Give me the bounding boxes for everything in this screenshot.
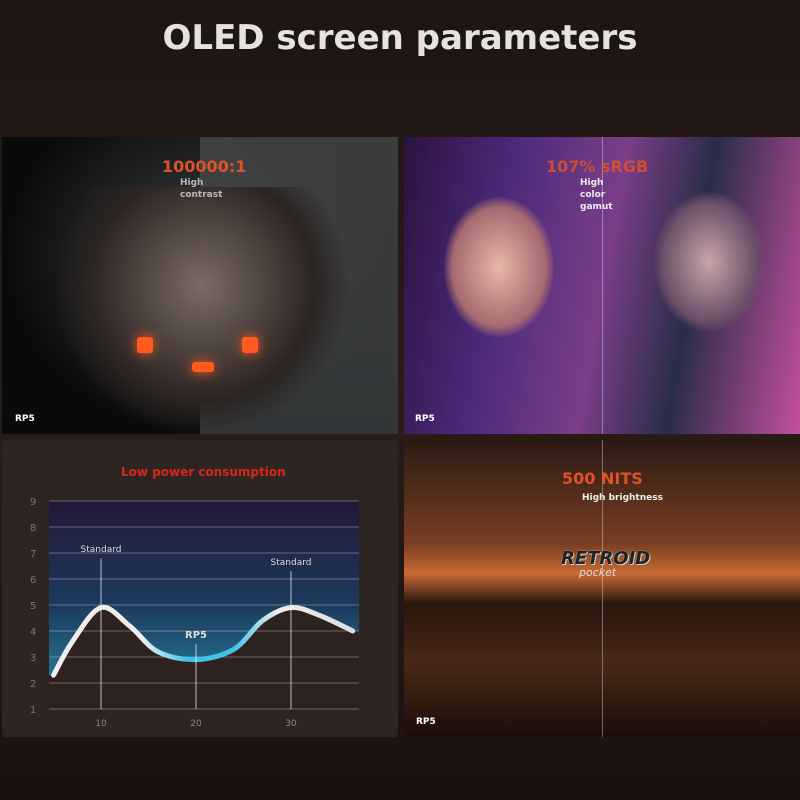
color-headline: 107% sRGB xyxy=(546,157,649,176)
annotation-label: RP5 xyxy=(185,630,207,641)
caption-line: High xyxy=(180,178,204,188)
retroid-logo: RETROID xyxy=(561,548,651,569)
brightness-panel: 500 NITS High brightness RETROID pocket … xyxy=(404,440,800,737)
caption-line: color xyxy=(580,190,606,200)
y-tick-label: 7 xyxy=(30,549,36,560)
robot-light xyxy=(137,337,153,353)
model-tag: RP5 xyxy=(415,414,435,424)
x-tick-label: 30 xyxy=(285,719,297,729)
annotation-label: Standard xyxy=(81,545,122,555)
y-tick-label: 4 xyxy=(30,627,36,638)
y-tick-label: 1 xyxy=(30,705,36,716)
character-image xyxy=(444,197,554,337)
y-tick-label: 2 xyxy=(30,679,36,690)
page-title: OLED screen parameters xyxy=(162,18,638,58)
power-headline: Low power consumption xyxy=(121,465,286,479)
contrast-panel: 100000:1 High contrast RP5 xyxy=(2,137,398,434)
y-tick-label: 3 xyxy=(30,653,36,664)
brightness-caption: High brightness xyxy=(582,493,663,503)
x-tick-label: 20 xyxy=(190,719,202,729)
y-tick-label: 6 xyxy=(30,575,36,586)
x-tick-label: 10 xyxy=(95,719,107,729)
color-gamut-panel: 107% sRGB High color gamut RP5 xyxy=(404,137,800,434)
retroid-logo-sub: pocket xyxy=(579,566,617,579)
robot-light xyxy=(242,337,258,353)
character-image xyxy=(654,192,764,332)
model-tag: RP5 xyxy=(15,414,35,424)
robot-image xyxy=(57,187,347,434)
caption-line: High xyxy=(580,178,604,188)
y-tick-label: 9 xyxy=(30,497,36,508)
area-under-curve xyxy=(49,607,359,709)
brightness-headline: 500 NITS xyxy=(562,469,643,488)
caption-line: gamut xyxy=(580,202,613,212)
model-tag: RP5 xyxy=(416,717,436,727)
y-tick-label: 5 xyxy=(30,601,36,612)
annotation-label: Standard xyxy=(271,558,312,568)
robot-light xyxy=(192,362,214,372)
split-line xyxy=(602,440,603,737)
split-line xyxy=(602,137,603,434)
contrast-headline: 100000:1 xyxy=(162,157,247,176)
caption-line: contrast xyxy=(180,190,223,200)
y-tick-label: 8 xyxy=(30,523,36,534)
